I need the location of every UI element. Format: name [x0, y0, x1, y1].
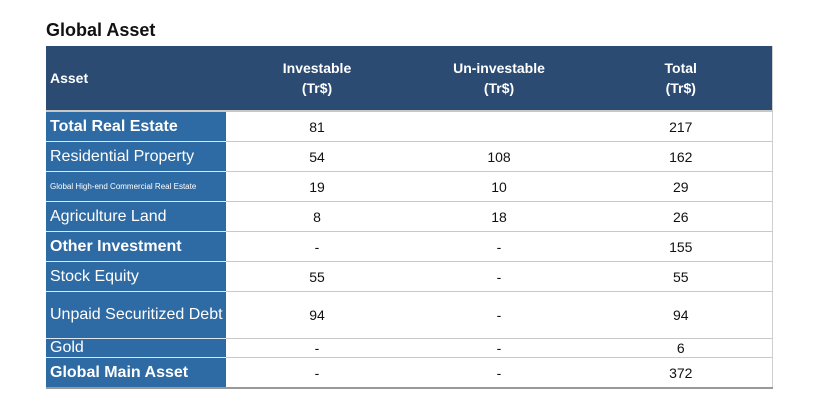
header-total: Total (Tr$): [590, 46, 772, 112]
table-row: Unpaid Securitized Debt 94 - 94: [46, 291, 772, 339]
header-asset: Asset: [46, 46, 226, 112]
cell-total: 29: [590, 171, 772, 202]
table-row: Residential Property 54 108 162: [46, 141, 772, 172]
table-header-row: Asset Investable (Tr$) Un-investable (Tr…: [46, 46, 772, 112]
cell-uninvestable: 108: [408, 141, 590, 172]
cell-investable: -: [226, 357, 408, 389]
cell-uninvestable: -: [408, 261, 590, 292]
row-label: Gold: [46, 338, 226, 358]
cell-total: 372: [590, 357, 772, 389]
table-row: Other Investment - - 155: [46, 231, 772, 262]
cell-investable: 94: [226, 291, 408, 339]
page-title: Global Asset: [46, 20, 156, 40]
cell-uninvestable: -: [408, 291, 590, 339]
row-label: Global Main Asset: [46, 357, 226, 389]
cell-investable: 55: [226, 261, 408, 292]
header-uninvestable-line1: Un-investable: [453, 60, 545, 76]
header-total-line2: (Tr$): [665, 80, 696, 96]
cell-uninvestable: 18: [408, 201, 590, 232]
cell-investable: 54: [226, 141, 408, 172]
cell-total: 55: [590, 261, 772, 292]
row-label: Stock Equity: [46, 261, 226, 292]
header-uninvestable-line2: (Tr$): [483, 80, 515, 96]
cell-total: 155: [590, 231, 772, 262]
cell-investable: 19: [226, 171, 408, 202]
cell-total: 94: [590, 291, 772, 339]
cell-total: 217: [590, 111, 772, 142]
cell-total: 6: [590, 338, 772, 358]
row-label: Agriculture Land: [46, 201, 226, 232]
cell-total: 26: [590, 201, 772, 232]
row-label: Other Investment: [46, 231, 226, 262]
row-label: Global High-end Commercial Real Estate: [46, 171, 226, 202]
table-row: Total Real Estate 81 217: [46, 111, 772, 142]
table-row: Agriculture Land 8 18 26: [46, 201, 772, 232]
header-investable-line2: (Tr$): [301, 80, 333, 96]
cell-uninvestable: -: [408, 357, 590, 389]
cell-uninvestable: -: [408, 231, 590, 262]
cell-investable: -: [226, 231, 408, 262]
cell-uninvestable: -: [408, 338, 590, 358]
table-row: Global High-end Commercial Real Estate 1…: [46, 171, 772, 202]
table-row: Gold - - 6: [46, 338, 772, 358]
row-label: Residential Property: [46, 141, 226, 172]
cell-uninvestable: 10: [408, 171, 590, 202]
header-total-line1: Total: [664, 60, 697, 76]
header-uninvestable: Un-investable (Tr$): [408, 46, 590, 112]
table-row: Stock Equity 55 - 55: [46, 261, 772, 292]
row-label: Unpaid Securitized Debt: [46, 291, 226, 339]
cell-total: 162: [590, 141, 772, 172]
table-row: Global Main Asset - - 372: [46, 357, 772, 389]
cell-investable: 8: [226, 201, 408, 232]
row-label: Total Real Estate: [46, 111, 226, 142]
header-investable: Investable (Tr$): [226, 46, 408, 112]
cell-uninvestable: [408, 111, 590, 142]
cell-investable: -: [226, 338, 408, 358]
global-asset-table: Asset Investable (Tr$) Un-investable (Tr…: [46, 46, 773, 389]
header-investable-line1: Investable: [282, 60, 352, 76]
cell-investable: 81: [226, 111, 408, 142]
